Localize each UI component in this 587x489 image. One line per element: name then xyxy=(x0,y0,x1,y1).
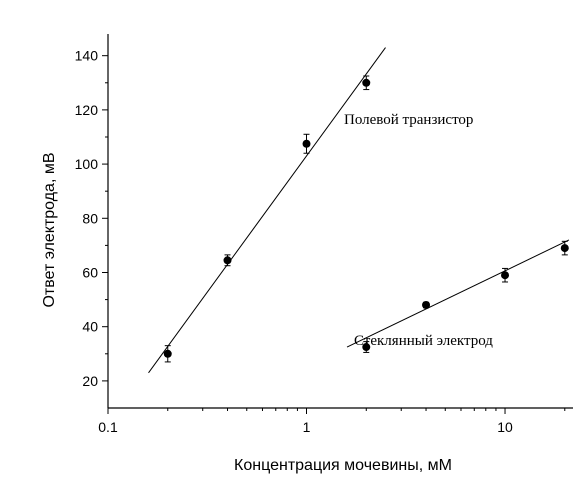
data-point xyxy=(501,271,510,280)
y-tick-label: 40 xyxy=(82,319,98,335)
data-point xyxy=(302,139,311,148)
fit-lines xyxy=(148,47,570,374)
y-tick-label: 100 xyxy=(75,156,99,172)
series-label-glass: Стеклянный электрод xyxy=(354,333,493,349)
fit-line-series-0 xyxy=(148,47,386,374)
data-point xyxy=(560,244,569,253)
data-point xyxy=(223,256,232,265)
data-point xyxy=(422,301,431,310)
data-point xyxy=(362,343,371,352)
x-ticks: 0.1 1 10 xyxy=(98,408,566,435)
data-point xyxy=(362,78,371,87)
axes xyxy=(107,34,573,409)
x-tick-label: 0.1 xyxy=(98,419,118,435)
series-label-fet: Полевой транзистор xyxy=(344,112,473,128)
y-ticks: 20 40 60 80 100 120 140 xyxy=(75,48,108,389)
x-axis-title: Концентрация мочевины, мМ xyxy=(234,457,452,474)
y-tick-label: 140 xyxy=(75,48,99,64)
x-tick-label: 10 xyxy=(497,419,513,435)
data-point xyxy=(163,349,172,358)
y-tick-label: 60 xyxy=(82,264,98,280)
data-points xyxy=(163,78,569,358)
y-tick-label: 80 xyxy=(82,210,98,226)
x-tick-label: 1 xyxy=(303,419,311,435)
y-tick-label: 120 xyxy=(75,102,99,118)
y-tick-label: 20 xyxy=(82,373,98,389)
fit-line-series-1 xyxy=(346,239,570,348)
y-axis-title: Ответ электрода, мВ xyxy=(41,152,58,307)
